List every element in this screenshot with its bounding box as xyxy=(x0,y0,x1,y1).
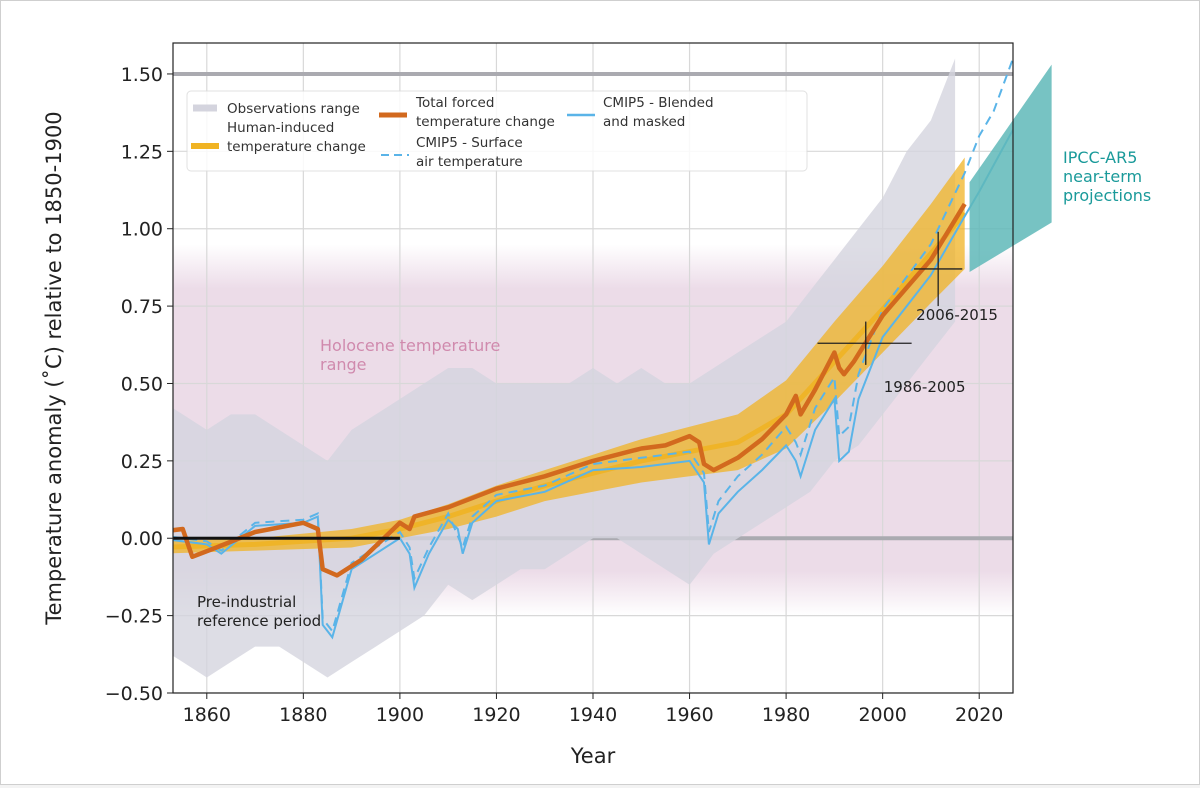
holocene-label: range xyxy=(320,355,367,374)
holocene-label: Holocene temperature xyxy=(320,336,500,355)
ipcc-ar5-projection-band xyxy=(969,64,1052,273)
x-tick-label: 1980 xyxy=(762,704,810,726)
legend-label: air temperature xyxy=(416,154,523,170)
legend-item-total_forced: Total forced temperature change xyxy=(379,95,555,130)
legend-label: CMIP5 - Surface xyxy=(416,135,523,151)
preindustrial-label: Pre-industrial xyxy=(197,593,296,611)
period-cross-marker: 2006-2015 xyxy=(914,231,998,324)
y-tick-label: −0.50 xyxy=(105,683,163,705)
cmip5-surface-air-temperature-line xyxy=(173,58,1013,634)
y-tick-label: −0.25 xyxy=(105,606,163,628)
legend-swatch xyxy=(379,112,407,118)
observations-range-band xyxy=(173,58,956,678)
y-axis-label: Temperature anomaly (˚C) relative to 185… xyxy=(42,111,66,625)
projection-label: IPCC-AR5 xyxy=(1063,148,1137,167)
projection-label: near-term xyxy=(1063,167,1142,186)
legend-box xyxy=(186,90,808,172)
y-tick-label: 0.50 xyxy=(121,373,163,395)
x-tick-label: 1860 xyxy=(183,704,231,726)
x-tick-label: 1940 xyxy=(569,704,617,726)
y-tick-label: 0.75 xyxy=(121,296,163,318)
y-tick-label: 0.25 xyxy=(121,451,163,473)
x-axis-label: Year xyxy=(570,744,616,768)
legend-item-observations: Observations range xyxy=(193,101,360,117)
legend-label: Human-induced xyxy=(227,120,334,136)
y-tick-label: 1.00 xyxy=(121,219,163,241)
total-forced-line xyxy=(173,202,967,578)
legend-item-cmip5_blended: CMIP5 - Blended and masked xyxy=(567,95,714,130)
x-tick-label: 1920 xyxy=(472,704,520,726)
cmip5-blended-masked-line xyxy=(173,129,1013,640)
human-induced-line xyxy=(173,211,967,550)
y-tick-label: 0.00 xyxy=(121,528,163,550)
x-tick-label: 1900 xyxy=(376,704,424,726)
legend-item-human_induced: Human-induced temperature change xyxy=(191,120,366,155)
legend-swatch xyxy=(191,143,219,149)
cross-label: 2006-2015 xyxy=(916,306,998,324)
y-tick-label: 1.50 xyxy=(121,64,163,86)
x-tick-label: 1960 xyxy=(665,704,713,726)
legend-label: Total forced xyxy=(415,95,494,111)
y-tick-label: 1.25 xyxy=(121,141,163,163)
human-induced-band xyxy=(173,157,965,554)
legend-label: Observations range xyxy=(227,101,360,117)
legend-item-cmip5_sat: CMIP5 - Surface air temperature xyxy=(381,135,523,170)
legend-label: and masked xyxy=(603,114,685,130)
x-tick-label: 2020 xyxy=(955,704,1003,726)
x-tick-label: 1880 xyxy=(279,704,327,726)
legend-label: CMIP5 - Blended xyxy=(603,95,714,111)
legend-label: temperature change xyxy=(416,114,555,130)
cross-label: 1986-2005 xyxy=(884,378,966,396)
legend-swatch xyxy=(193,104,217,112)
preindustrial-label: reference period xyxy=(197,612,321,630)
legend-label: temperature change xyxy=(227,139,366,155)
x-tick-label: 2000 xyxy=(858,704,906,726)
period-cross-marker: 1986-2005 xyxy=(817,321,966,396)
projection-label: projections xyxy=(1063,186,1151,205)
